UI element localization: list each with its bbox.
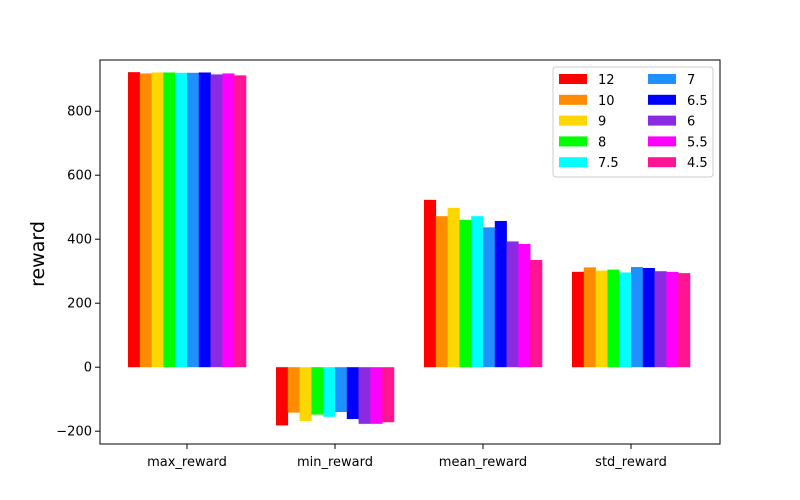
y-tick-label: 400 [67, 233, 92, 248]
bar-max_reward-5.5 [222, 73, 235, 368]
bars-group [128, 72, 691, 426]
legend-label-6: 6 [687, 115, 695, 130]
legend-swatch-5.5 [648, 136, 676, 147]
legend-swatch-4.5 [648, 157, 676, 168]
bar-std_reward-7 [631, 267, 644, 368]
x-tick-label: min_reward [297, 455, 373, 470]
legend-label-6.5: 6.5 [687, 94, 708, 109]
bar-min_reward-10 [287, 367, 300, 413]
legend-label-12: 12 [598, 73, 615, 88]
bar-max_reward-8 [163, 72, 176, 368]
bar-std_reward-6.5 [642, 268, 655, 368]
legend-swatch-7.5 [559, 157, 587, 168]
legend-label-9: 9 [598, 115, 606, 130]
bar-min_reward-9 [299, 367, 312, 421]
legend-swatch-10 [559, 94, 587, 105]
bar-mean_reward-6 [506, 241, 519, 368]
bar-max_reward-12 [128, 72, 141, 368]
bar-min_reward-7.5 [323, 367, 336, 417]
bar-std_reward-8 [607, 269, 620, 368]
legend-swatch-9 [559, 115, 587, 126]
legend-swatch-7 [648, 74, 676, 84]
legend-label-7.5: 7.5 [598, 156, 619, 171]
legend-swatch-12 [559, 74, 587, 84]
y-tick-label: −200 [56, 425, 92, 440]
bar-mean_reward-7 [483, 227, 496, 368]
bar-std_reward-6 [654, 271, 667, 368]
bar-max_reward-6.5 [198, 72, 211, 368]
bar-std_reward-12 [572, 271, 585, 368]
legend-swatch-6 [648, 115, 676, 126]
bar-mean_reward-9 [447, 207, 460, 368]
bar-std_reward-4.5 [678, 273, 691, 368]
y-tick-label: 800 [67, 105, 92, 120]
bar-max_reward-10 [139, 73, 152, 368]
y-tick-label: 0 [84, 361, 92, 376]
bar-mean_reward-4.5 [530, 260, 543, 368]
bar-std_reward-9 [595, 270, 608, 368]
bar-mean_reward-10 [435, 216, 448, 368]
legend-label-7: 7 [687, 73, 695, 88]
legend-label-4.5: 4.5 [687, 156, 708, 171]
bar-mean_reward-12 [424, 199, 437, 368]
bar-max_reward-7.5 [175, 72, 188, 368]
bar-min_reward-7 [335, 367, 348, 412]
bar-max_reward-7 [187, 72, 200, 368]
legend-swatch-8 [559, 136, 587, 147]
bar-max_reward-6 [210, 74, 223, 368]
x-axis-ticks: max_reward min_reward mean_reward std_rewar… [147, 444, 667, 470]
bar-mean_reward-6.5 [494, 220, 507, 368]
bar-min_reward-12 [276, 367, 289, 426]
y-tick-label: 200 [67, 297, 92, 312]
bar-mean_reward-8 [459, 220, 472, 368]
x-tick-label: max_reward [147, 455, 227, 470]
bar-max_reward-9 [151, 72, 164, 368]
y-tick-label: 600 [67, 169, 92, 184]
bar-min_reward-6 [358, 367, 371, 424]
plot-frame [99, 59, 721, 445]
legend-label-8: 8 [598, 135, 606, 150]
legend-swatch-6.5 [648, 94, 676, 105]
y-axis-title: reward [27, 221, 49, 287]
legend: 12 10 9 8 7.5 7 6.5 6 5.5 4.5 [552, 66, 714, 178]
legend-label-10: 10 [598, 94, 615, 109]
legend-box [552, 66, 714, 178]
bar-mean_reward-7.5 [471, 216, 484, 368]
bar-min_reward-5.5 [370, 367, 383, 424]
x-tick-label: mean_reward [439, 455, 527, 470]
bar-max_reward-4.5 [234, 75, 247, 368]
legend-label-5.5: 5.5 [687, 135, 708, 150]
bar-min_reward-6.5 [346, 367, 359, 420]
bar-mean_reward-5.5 [518, 244, 531, 368]
bar-min_reward-4.5 [382, 367, 395, 423]
bar-std_reward-5.5 [666, 271, 679, 368]
y-axis-ticks: −200 0 200 400 600 800 [56, 105, 100, 440]
bar-min_reward-8 [311, 367, 324, 415]
bar-std_reward-7.5 [619, 272, 632, 368]
bar-std_reward-10 [583, 267, 596, 368]
x-tick-label: std_reward [595, 455, 667, 470]
